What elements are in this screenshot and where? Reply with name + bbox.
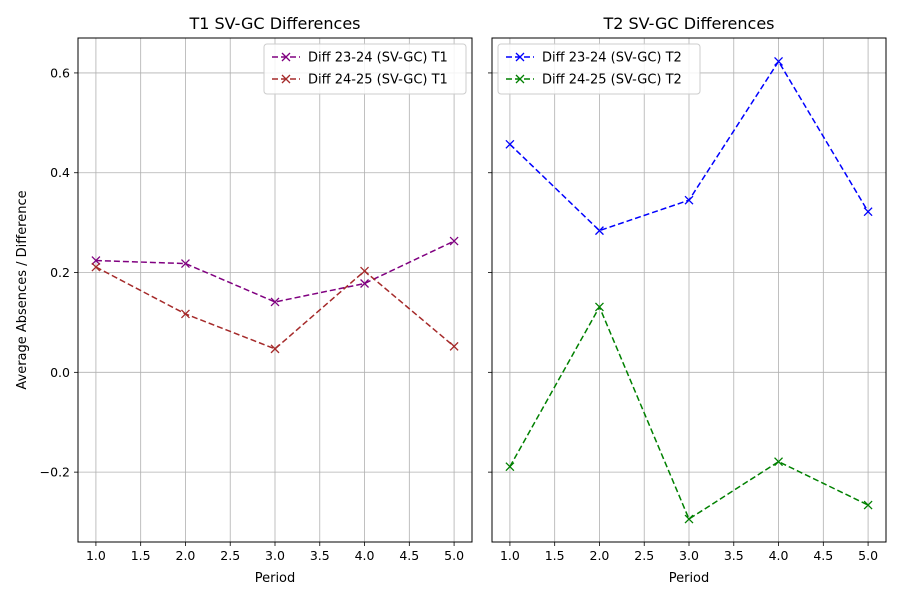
x-tick-label: 4.0 [355, 548, 375, 563]
data-point [180, 259, 190, 269]
x-tick-label: 2.0 [590, 548, 610, 563]
x-tick-label: 2.5 [220, 548, 240, 563]
data-point [774, 56, 784, 66]
data-point [360, 266, 370, 276]
data-point [449, 341, 459, 351]
x-tick-label: 1.0 [86, 548, 106, 563]
x-tick-label: 4.5 [399, 548, 419, 563]
series-line [509, 305, 869, 521]
data-point [91, 256, 101, 266]
x-axis-label: Period [669, 571, 710, 586]
series-line [95, 266, 455, 350]
data-point [594, 226, 604, 236]
panel-t2: 1.0 1.5 2.0 2.5 3.0 3.5 4.0 4.5 5.0 T2 SV-GC Diff… [488, 14, 887, 586]
x-axis-label: Period [255, 571, 296, 586]
x-tick-label: 3.5 [724, 548, 744, 563]
data-point [594, 302, 604, 312]
x-tick-label: 2.5 [634, 548, 654, 563]
data-point [360, 279, 370, 288]
data-point [270, 297, 280, 307]
legend-entry: Diff 23-24 (SV-GC) T1 [308, 51, 448, 66]
x-tick-label: 5.0 [444, 548, 464, 563]
legend-marker [515, 74, 525, 84]
y-tick-label: −0.2 [40, 465, 70, 480]
data-point [270, 344, 280, 354]
chart-title: T2 SV-GC Differences [602, 14, 774, 33]
x-tick-label: 3.0 [265, 548, 285, 563]
x-tick-label: 1.0 [500, 548, 520, 563]
x-tick-label: 3.0 [679, 548, 699, 563]
panel-t1: 1.0 1.5 2.0 2.5 3.0 3.5 4.0 4.5 5.0 −0.2 0.0 0.2 0.4… [40, 14, 473, 586]
legend-box [497, 43, 701, 95]
data-point [863, 207, 873, 217]
x-tick-label: 2.0 [176, 548, 196, 563]
data-point [863, 500, 873, 510]
y-axis-label: Average Absences / Difference [15, 190, 30, 389]
y-tick-label: 0.0 [50, 365, 70, 380]
chart-title: T1 SV-GC Differences [188, 14, 360, 33]
y-tick-label: 0.4 [50, 165, 70, 180]
y-tick-label: 0.6 [50, 65, 70, 80]
legend-entry: Diff 23-24 (SV-GC) T2 [542, 51, 682, 66]
legend-box [263, 43, 467, 95]
legend-marker [515, 52, 525, 62]
data-point [449, 236, 459, 246]
legend-entry: Diff 24-25 (SV-GC) T2 [542, 73, 682, 88]
series-line [95, 240, 455, 303]
x-tick-label: 3.5 [310, 548, 330, 563]
x-tick-label: 4.0 [769, 548, 789, 563]
y-tick-label: 0.2 [50, 265, 70, 280]
x-tick-label: 4.5 [813, 548, 833, 563]
data-point [505, 139, 515, 149]
legend-marker [281, 74, 291, 84]
x-tick-label: 1.5 [545, 548, 565, 563]
data-point [91, 262, 101, 272]
legend-entry: Diff 24-25 (SV-GC) T1 [308, 73, 448, 88]
data-point [684, 195, 694, 205]
data-point [180, 309, 190, 319]
x-tick-label: 1.5 [131, 548, 151, 563]
data-point [505, 462, 515, 472]
x-tick-label: 5.0 [858, 548, 878, 563]
data-point [684, 514, 694, 524]
legend-marker [281, 52, 291, 62]
data-point [774, 457, 784, 467]
